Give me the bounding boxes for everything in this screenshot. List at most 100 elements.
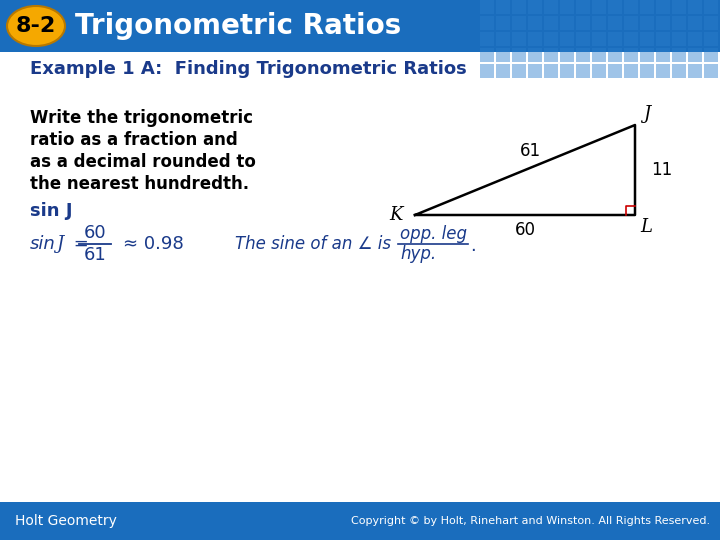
- Text: J: J: [643, 105, 650, 123]
- Bar: [624, 48, 638, 62]
- Bar: [544, 64, 558, 78]
- Text: =: =: [68, 235, 89, 253]
- Bar: [576, 48, 590, 62]
- Text: J: J: [56, 235, 63, 253]
- Text: ≈ 0.98: ≈ 0.98: [123, 235, 184, 253]
- Bar: [704, 48, 718, 62]
- Bar: [560, 32, 574, 46]
- Bar: [656, 16, 670, 30]
- Bar: [624, 16, 638, 30]
- Bar: [624, 32, 638, 46]
- Text: ratio as a fraction and: ratio as a fraction and: [30, 131, 238, 149]
- Bar: [528, 32, 542, 46]
- Bar: [592, 0, 606, 14]
- Bar: [624, 0, 638, 14]
- Bar: [656, 64, 670, 78]
- Bar: [592, 16, 606, 30]
- Bar: [656, 32, 670, 46]
- Ellipse shape: [7, 6, 65, 46]
- Bar: [560, 0, 574, 14]
- Text: 11: 11: [651, 161, 672, 179]
- Bar: [672, 0, 686, 14]
- Bar: [576, 32, 590, 46]
- Text: 61: 61: [84, 246, 107, 264]
- Bar: [640, 16, 654, 30]
- Bar: [496, 0, 510, 14]
- Bar: [528, 0, 542, 14]
- Text: 60: 60: [84, 224, 107, 242]
- Bar: [496, 48, 510, 62]
- Bar: [0, 0, 720, 52]
- Text: 8-2: 8-2: [16, 16, 56, 36]
- Text: .: .: [470, 237, 476, 255]
- Bar: [640, 48, 654, 62]
- Text: the nearest hundredth.: the nearest hundredth.: [30, 175, 249, 193]
- Bar: [672, 48, 686, 62]
- Text: 60: 60: [515, 221, 536, 239]
- Text: K: K: [390, 206, 403, 224]
- Text: as a decimal rounded to: as a decimal rounded to: [30, 153, 256, 171]
- Bar: [496, 16, 510, 30]
- Bar: [576, 0, 590, 14]
- Bar: [560, 48, 574, 62]
- Bar: [592, 48, 606, 62]
- Bar: [688, 48, 702, 62]
- Bar: [688, 0, 702, 14]
- Bar: [544, 0, 558, 14]
- Bar: [544, 48, 558, 62]
- Bar: [640, 0, 654, 14]
- Bar: [688, 16, 702, 30]
- Bar: [560, 64, 574, 78]
- Text: 61: 61: [519, 142, 541, 160]
- Bar: [544, 32, 558, 46]
- Bar: [512, 16, 526, 30]
- Text: sin: sin: [30, 235, 55, 253]
- Bar: [608, 16, 622, 30]
- Bar: [672, 32, 686, 46]
- Bar: [496, 64, 510, 78]
- Bar: [672, 16, 686, 30]
- Bar: [608, 0, 622, 14]
- Bar: [656, 0, 670, 14]
- Bar: [512, 32, 526, 46]
- Text: Example 1 A:  Finding Trigonometric Ratios: Example 1 A: Finding Trigonometric Ratio…: [30, 60, 467, 78]
- Bar: [704, 64, 718, 78]
- Bar: [672, 64, 686, 78]
- Bar: [704, 16, 718, 30]
- Bar: [480, 0, 494, 14]
- Text: Trigonometric Ratios: Trigonometric Ratios: [75, 12, 401, 40]
- Text: The sine of an ∠ is: The sine of an ∠ is: [235, 235, 391, 253]
- Text: sin J: sin J: [30, 202, 73, 220]
- Text: opp. leg: opp. leg: [400, 225, 467, 243]
- Bar: [592, 32, 606, 46]
- Bar: [576, 64, 590, 78]
- Bar: [624, 64, 638, 78]
- Bar: [0, 87, 720, 540]
- Bar: [608, 64, 622, 78]
- Text: Copyright © by Holt, Rinehart and Winston. All Rights Reserved.: Copyright © by Holt, Rinehart and Winsto…: [351, 516, 710, 526]
- Bar: [576, 16, 590, 30]
- Bar: [528, 48, 542, 62]
- Bar: [608, 32, 622, 46]
- Bar: [592, 64, 606, 78]
- Bar: [544, 16, 558, 30]
- Bar: [512, 64, 526, 78]
- Bar: [688, 32, 702, 46]
- Bar: [512, 48, 526, 62]
- Bar: [704, 32, 718, 46]
- Bar: [480, 32, 494, 46]
- Bar: [640, 64, 654, 78]
- Bar: [656, 48, 670, 62]
- Bar: [688, 64, 702, 78]
- Bar: [640, 32, 654, 46]
- Bar: [480, 48, 494, 62]
- Bar: [512, 0, 526, 14]
- Text: Write the trigonometric: Write the trigonometric: [30, 109, 253, 127]
- Bar: [480, 64, 494, 78]
- Bar: [528, 64, 542, 78]
- Text: L: L: [640, 218, 652, 236]
- Bar: [0, 52, 720, 87]
- Bar: [608, 48, 622, 62]
- Text: hyp.: hyp.: [400, 245, 436, 263]
- Text: Holt Geometry: Holt Geometry: [15, 514, 117, 528]
